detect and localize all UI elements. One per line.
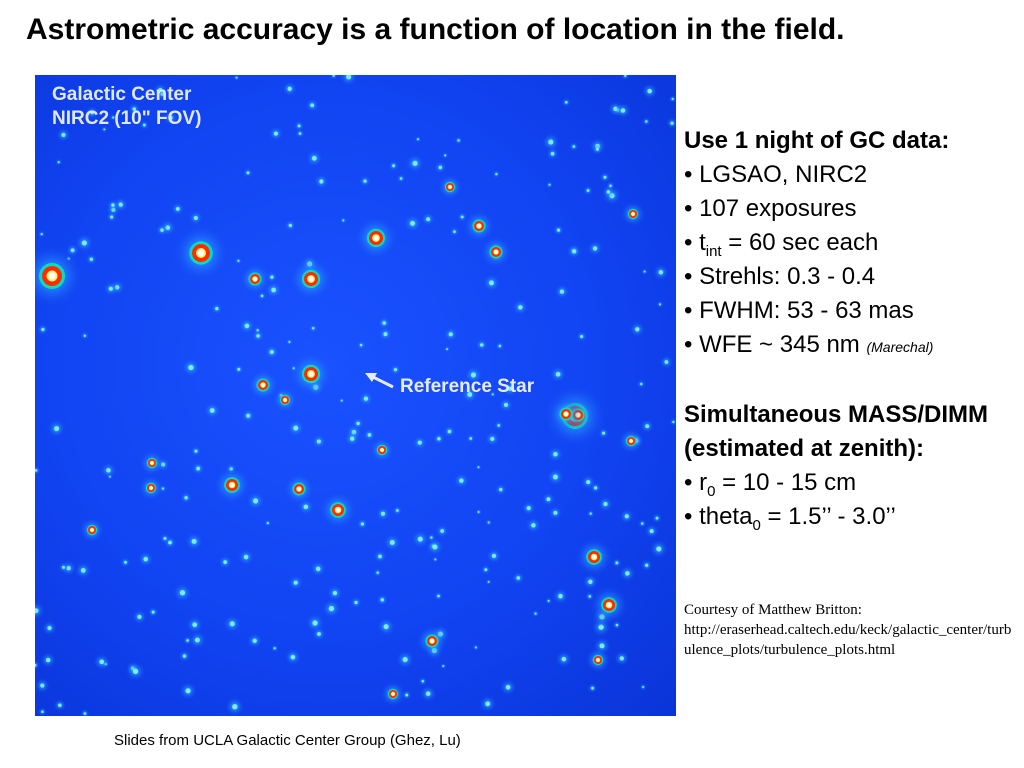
bright-star (79, 517, 105, 543)
bright-star (139, 450, 165, 476)
bright-star (618, 428, 644, 454)
slide-title: Astrometric accuracy is a function of lo… (26, 13, 845, 46)
bright-star (574, 537, 614, 577)
bullet-lgsao: • LGSAO, NIRC2 (684, 161, 868, 188)
bright-star (480, 236, 512, 268)
bright-star (620, 201, 646, 227)
info-heading-night: Use 1 night of GC data: (684, 127, 950, 154)
wfe-note: (Marechal) (866, 339, 934, 355)
r0-suffix: = 10 - 15 cm (715, 469, 857, 496)
bright-star (416, 625, 448, 657)
bright-star (288, 351, 334, 397)
bullet-r0: • r0 = 10 - 15 cm (684, 466, 1014, 500)
r0-sub: 0 (707, 482, 716, 500)
bright-star (35, 244, 84, 308)
bullet-theta: • theta0 = 1.5’’ - 3.0’’ (684, 500, 1014, 534)
bright-star (288, 256, 334, 302)
credit-url[interactable]: http://eraserhead.caltech.edu/keck/galac… (684, 622, 1012, 658)
bright-star (463, 210, 495, 242)
bright-star (247, 369, 279, 401)
credit-line: Courtesy of Matthew Britton: (684, 602, 862, 618)
slide-footer: Slides from UCLA Galactic Center Group (… (114, 732, 461, 749)
theta-sub: 0 (752, 516, 761, 534)
tint-sub: int (705, 242, 722, 260)
bullet-strehls: • Strehls: 0.3 - 0.4 (684, 263, 876, 290)
bright-star (380, 681, 406, 707)
bright-star (353, 215, 399, 261)
bright-star (318, 490, 358, 530)
bright-star (138, 475, 164, 501)
bullet-exposures: • 107 exposures (684, 195, 857, 222)
image-title: Galactic Center NIRC2 (10" FOV) (52, 83, 201, 131)
bright-star (239, 263, 271, 295)
theta-suffix: = 1.5’’ - 3.0’’ (760, 503, 896, 530)
bright-star (272, 387, 298, 413)
tint-suffix: = 60 sec each (721, 229, 879, 256)
bullet-tint: • tint = 60 sec each (684, 226, 1014, 260)
bright-star (212, 465, 252, 505)
bright-star (283, 473, 315, 505)
star-field (35, 75, 676, 716)
credit-note: Courtesy of Matthew Britton: http://eras… (684, 600, 1014, 660)
observation-info: Use 1 night of GC data: • LGSAO, NIRC2 •… (684, 124, 1014, 534)
image-title-line2: NIRC2 (10" FOV) (52, 108, 202, 129)
tint-prefix: • t (684, 229, 706, 256)
bright-star (172, 224, 230, 282)
bullet-fwhm: • FWHM: 53 - 63 mas (684, 297, 914, 324)
galactic-center-image: Galactic Center NIRC2 (10" FOV) Referenc… (35, 75, 676, 716)
reference-star-label: Reference Star (400, 376, 535, 397)
bullet-wfe: • WFE ~ 345 nm (Marechal) (684, 328, 1014, 364)
bright-star (437, 174, 463, 200)
bright-star (585, 647, 611, 673)
theta-prefix: • theta (684, 503, 753, 530)
image-title-line1: Galactic Center (52, 84, 192, 105)
reference-star-arrow (365, 373, 394, 389)
bright-star (589, 585, 629, 625)
info-heading-mass-dimm: Simultaneous MASS/DIMM (estimated at zen… (684, 401, 989, 462)
wfe-text: • WFE ~ 345 nm (684, 331, 867, 358)
r0-prefix: • r (684, 469, 708, 496)
bright-star (369, 437, 395, 463)
bright-star (550, 398, 582, 430)
